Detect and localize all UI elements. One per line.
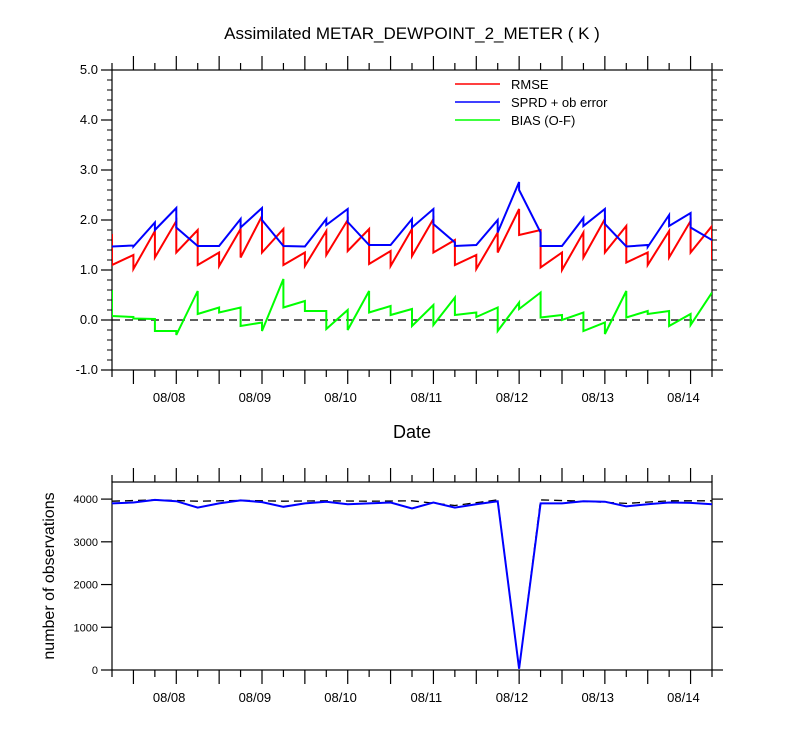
series-line-rmse xyxy=(112,208,712,274)
x-tick-label: 08/14 xyxy=(667,690,700,705)
y-tick-label: 5.0 xyxy=(80,62,98,77)
x-tick-label: 08/11 xyxy=(410,390,442,405)
x-tick-label: 08/13 xyxy=(581,690,614,705)
y-tick-label: 3.0 xyxy=(80,162,98,177)
x-tick-label: 08/10 xyxy=(324,390,357,405)
x-tick-label: 08/13 xyxy=(581,390,614,405)
y-tick-label: 3000 xyxy=(74,537,98,549)
y-tick-label: 4000 xyxy=(74,494,98,506)
x-tick-label: 08/14 xyxy=(667,390,700,405)
y-tick-label: 1.0 xyxy=(80,262,98,277)
x-tick-label: 08/12 xyxy=(496,690,529,705)
y-tick-label: 4.0 xyxy=(80,112,98,127)
x-tick-label: 08/11 xyxy=(410,690,442,705)
y-tick-label: 2.0 xyxy=(80,212,98,227)
series-line-possible xyxy=(112,499,712,670)
x-tick-label: 08/08 xyxy=(153,690,186,705)
legend-label-rmse: RMSE xyxy=(511,77,549,92)
y-tick-label: -1.0 xyxy=(76,362,98,377)
top-panel: 08/08 08/09 08/10 08/11 08/12 08/13 08/14 -1.0 0… xyxy=(76,56,723,405)
plot-frame xyxy=(111,481,713,671)
x-tick-label: 08/09 xyxy=(239,690,272,705)
legend-label-bias-o-f: BIAS (O-F) xyxy=(511,113,575,128)
x-tick-label: 08/09 xyxy=(239,390,272,405)
x-axis-label: Date xyxy=(393,422,431,442)
chart-title: Assimilated METAR_DEWPOINT_2_METER ( K ) xyxy=(224,24,600,43)
series-line-assimilated xyxy=(112,498,712,669)
x-tick-label: 08/08 xyxy=(153,390,186,405)
y-tick-label: 2000 xyxy=(74,580,98,592)
x-tick-label: 08/10 xyxy=(324,690,357,705)
bottom-panel: 08/08 08/09 08/10 08/11 08/12 08/13 08/14 0 1000… xyxy=(74,468,723,705)
legend-label-sprd-ob-error: SPRD + ob error xyxy=(511,95,608,110)
series-line-sprd-ob-error xyxy=(112,181,712,251)
y-tick-label: 1000 xyxy=(74,622,98,634)
series-line-bias-o-f xyxy=(112,278,712,336)
x-tick-label: 08/12 xyxy=(496,390,529,405)
y-tick-label: 0 xyxy=(92,665,98,677)
y-axis-label-observations: number of observations xyxy=(41,492,58,659)
y-tick-label: 0.0 xyxy=(80,312,98,327)
